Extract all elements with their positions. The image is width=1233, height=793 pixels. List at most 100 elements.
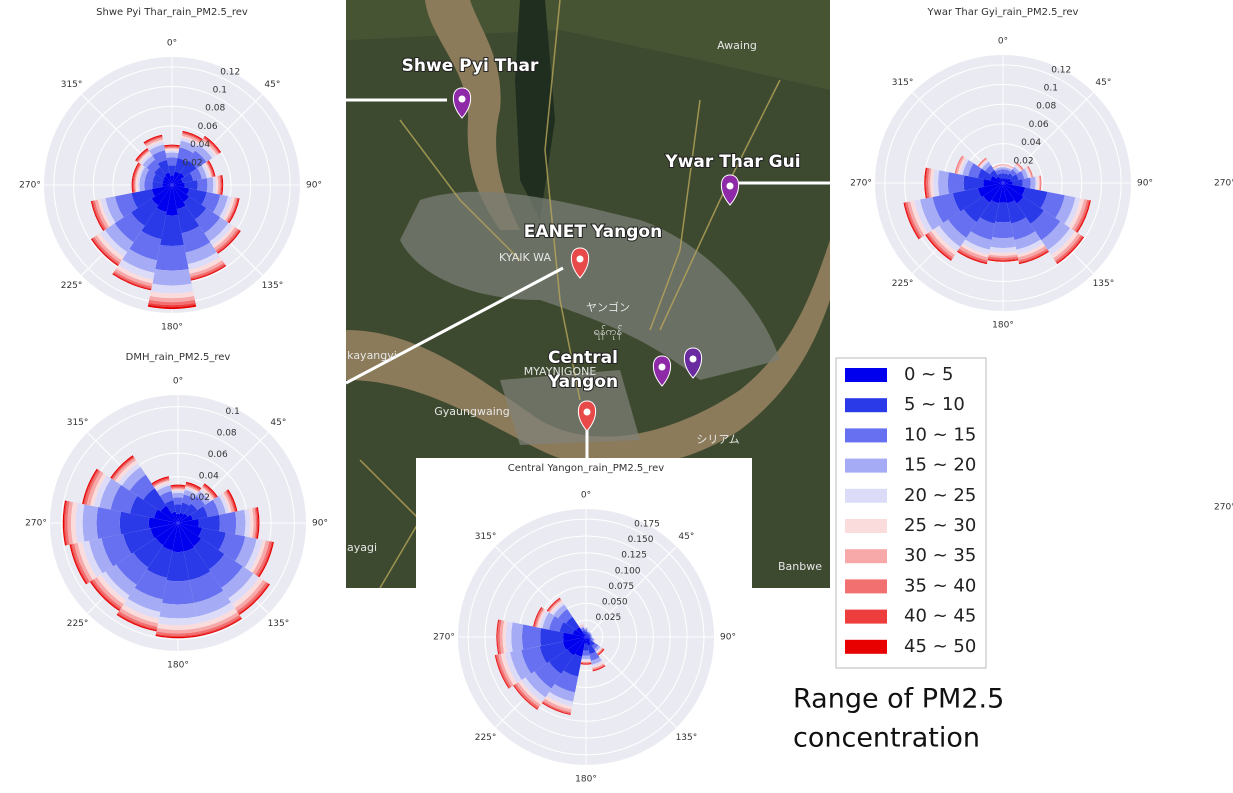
station-label: Ywar Thar Gui xyxy=(664,152,800,172)
theta-tick-label: 225° xyxy=(475,733,497,743)
legend-swatch xyxy=(845,398,887,412)
theta-tick-label: 0° xyxy=(998,37,1008,47)
station-label: Shwe Pyi Thar xyxy=(402,56,539,76)
map-label: Awaing xyxy=(717,39,757,52)
r-tick-label: 0.08 xyxy=(217,428,237,438)
theta-tick-label: 180° xyxy=(161,323,183,333)
rose-wedge xyxy=(235,510,245,536)
r-tick-label: 0.06 xyxy=(208,450,228,460)
rose-wedge xyxy=(948,172,965,194)
r-tick-label: 0.025 xyxy=(595,613,621,623)
rose-wedge xyxy=(1000,169,1005,173)
rose-wedge xyxy=(938,170,949,195)
rose-wedge xyxy=(582,656,591,660)
rose-wedge xyxy=(152,269,191,285)
legend-swatch xyxy=(845,579,887,593)
rose-wedge xyxy=(172,493,184,498)
map-label: ayagi xyxy=(347,541,377,554)
legend-label: 35 ~ 40 xyxy=(904,575,976,596)
edge-label: 270° xyxy=(1214,179,1233,189)
chart-title: Ywar Thar Gyi_rain_PM2.5_rev xyxy=(927,7,1079,18)
theta-tick-label: 180° xyxy=(575,775,597,785)
pin-dot xyxy=(659,364,666,371)
theta-tick-label: 135° xyxy=(676,733,698,743)
rose-wedge xyxy=(166,153,179,158)
legend-label: 25 ~ 30 xyxy=(904,515,976,536)
r-tick-label: 0.06 xyxy=(198,122,218,132)
legend-swatch xyxy=(845,610,887,624)
r-tick-label: 0.02 xyxy=(183,158,203,168)
legend-swatch xyxy=(845,640,887,654)
map-label: ရန်ကုန် xyxy=(594,325,622,340)
chart-title: DMH_rain_PM2.5_rev xyxy=(126,352,231,363)
theta-tick-label: 45° xyxy=(264,80,280,90)
theta-tick-label: 315° xyxy=(61,80,83,90)
chart-title: Central Yangon_rain_PM2.5_rev xyxy=(508,463,665,474)
legend-swatch xyxy=(845,489,887,503)
pin-dot xyxy=(459,96,466,103)
r-tick-label: 0.175 xyxy=(634,520,660,530)
map-label: シリアム xyxy=(696,433,739,446)
theta-tick-label: 90° xyxy=(312,519,328,529)
theta-tick-label: 315° xyxy=(67,418,89,428)
wind-rose: Ywar Thar Gyi_rain_PM2.5_rev0°45°90°135°… xyxy=(850,7,1153,331)
legend-caption: Range of PM2.5 xyxy=(793,684,1004,715)
legend-label: 10 ~ 15 xyxy=(904,424,976,445)
rose-wedge xyxy=(207,177,214,193)
rose-wedge xyxy=(162,580,194,604)
r-tick-label: 0.08 xyxy=(1036,102,1056,112)
theta-tick-label: 45° xyxy=(678,532,694,542)
legend-label: 40 ~ 45 xyxy=(904,606,976,627)
rose-wedge xyxy=(155,245,188,271)
theta-tick-label: 225° xyxy=(892,279,914,289)
chart-title: Shwe Pyi Thar_rain_PM2.5_rev xyxy=(96,7,248,18)
rose-wedge xyxy=(992,222,1014,239)
theta-tick-label: 225° xyxy=(67,619,89,629)
legend-swatch xyxy=(845,519,887,533)
r-tick-label: 0.1 xyxy=(213,86,227,96)
theta-tick-label: 135° xyxy=(268,619,290,629)
legend-swatch xyxy=(845,428,887,442)
pin-dot xyxy=(584,409,591,416)
rose-wedge xyxy=(197,178,207,192)
theta-tick-label: 180° xyxy=(992,321,1014,331)
rose-wedge xyxy=(990,237,1015,248)
theta-tick-label: 225° xyxy=(61,281,83,291)
theta-tick-label: 45° xyxy=(270,418,286,428)
map-label: kayangyi xyxy=(347,349,397,362)
r-tick-label: 0.12 xyxy=(1051,65,1071,75)
theta-tick-label: 315° xyxy=(892,78,914,88)
rose-wedge xyxy=(140,179,145,192)
legend-label: 45 ~ 50 xyxy=(904,636,976,657)
legend-label: 0 ~ 5 xyxy=(904,364,953,385)
map-label: ヤンゴン xyxy=(586,300,630,314)
rose-wedge xyxy=(97,507,121,539)
rose-wedge xyxy=(585,630,588,632)
theta-tick-label: 0° xyxy=(581,491,591,501)
rose-wedge xyxy=(511,622,523,651)
r-tick-label: 0.08 xyxy=(205,104,225,114)
pin-dot xyxy=(690,356,697,363)
pin-dot xyxy=(577,256,584,263)
r-tick-label: 0.02 xyxy=(1014,156,1034,166)
theta-tick-label: 270° xyxy=(433,633,455,643)
r-tick-label: 0.04 xyxy=(199,471,219,481)
legend-swatch xyxy=(845,459,887,473)
rose-wedge xyxy=(167,157,178,165)
wind-rose: Shwe Pyi Thar_rain_PM2.5_rev0°45°90°135°… xyxy=(19,7,322,333)
legend-label: 5 ~ 10 xyxy=(904,394,965,415)
r-tick-label: 0.02 xyxy=(190,493,210,503)
edge-label: 270° xyxy=(1214,503,1233,513)
theta-tick-label: 135° xyxy=(1093,279,1115,289)
theta-tick-label: 180° xyxy=(167,661,189,671)
rose-wedge xyxy=(144,180,152,191)
legend-swatch xyxy=(845,549,887,563)
rose-wedge xyxy=(522,625,541,650)
theta-tick-label: 270° xyxy=(850,179,872,189)
rose-wedge xyxy=(592,636,593,639)
rose-wedge xyxy=(83,504,99,541)
rose-wedge xyxy=(173,497,183,504)
legend-label: 30 ~ 35 xyxy=(904,545,976,566)
rose-wedge xyxy=(1022,178,1030,189)
legend-swatch xyxy=(845,368,887,382)
